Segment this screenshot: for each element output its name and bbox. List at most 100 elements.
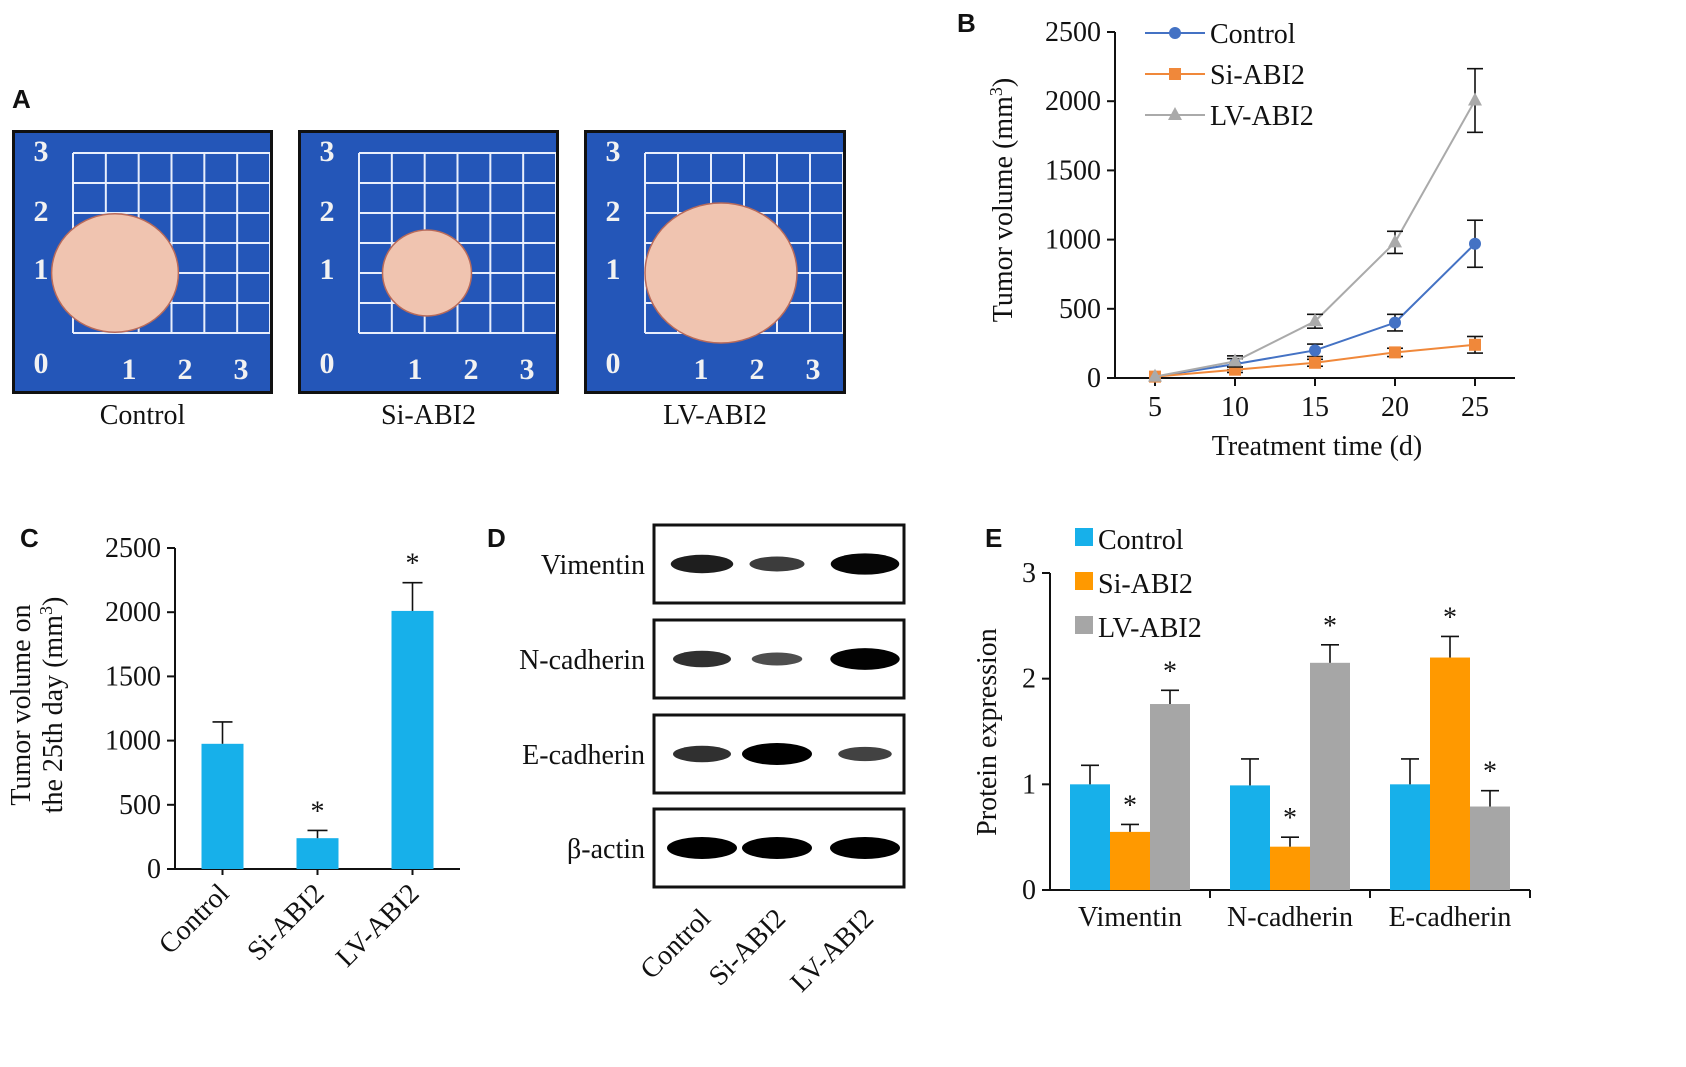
y-tick-label: 3	[1022, 558, 1036, 589]
bar-Control	[1230, 785, 1270, 890]
y-axis-label: the 25th day (mm3)	[36, 597, 69, 814]
ruler-number: 3	[320, 135, 335, 168]
blot-band	[830, 837, 900, 859]
y-tick-label: 2500	[1045, 17, 1101, 48]
x-tick-label: 10	[1221, 392, 1249, 423]
x-tick-label: 5	[1148, 392, 1162, 423]
blot-label: N-cadherin	[519, 645, 645, 676]
data-point	[1469, 338, 1481, 351]
data-point	[1469, 237, 1481, 250]
y-axis-label: Tumor volume on	[6, 604, 37, 805]
blot-label: E-cadherin	[522, 740, 645, 771]
blot-band	[749, 556, 805, 572]
ruler-number: 0	[34, 347, 49, 380]
bar-Si-ABI2	[1270, 846, 1310, 890]
y-tick-label: 0	[147, 854, 161, 885]
panel-label-a: A	[12, 84, 31, 114]
significance-mark: *	[1323, 611, 1337, 642]
blot-label: Vimentin	[541, 550, 645, 581]
ruler-number: 2	[750, 353, 765, 386]
significance-mark: *	[1283, 803, 1297, 834]
y-tick-label: 0	[1022, 875, 1036, 906]
significance-mark: *	[1123, 790, 1137, 821]
data-point	[1228, 353, 1242, 367]
data-point	[1308, 313, 1322, 327]
bar-LV-ABI2	[1150, 704, 1190, 890]
x-tick-label: Si-ABI2	[241, 878, 330, 967]
series-line-LV-ABI2	[1154, 100, 1476, 378]
panel-label-d: D	[487, 523, 506, 553]
bar-LV-ABI2	[1310, 662, 1350, 890]
lane-label: Si-ABI2	[703, 903, 792, 992]
ruler-number: 1	[606, 253, 621, 286]
y-tick-label: 1500	[1045, 155, 1101, 186]
x-axis-label: Treatment time (d)	[1212, 431, 1422, 462]
legend-swatch	[1075, 616, 1093, 634]
y-tick-label: 500	[119, 790, 161, 821]
ruler-number: 3	[520, 353, 535, 386]
legend-label: Si-ABI2	[1098, 569, 1193, 600]
ruler-number: 2	[320, 195, 335, 228]
ruler-number: 2	[464, 353, 479, 386]
legend-swatch	[1075, 572, 1093, 590]
data-point	[1309, 356, 1321, 369]
significance-mark: *	[1443, 602, 1457, 633]
x-tick-label: E-cadherin	[1389, 902, 1512, 933]
y-tick-label: 1000	[1045, 225, 1101, 256]
ruler-number: 2	[606, 195, 621, 228]
legend-swatch	[1075, 528, 1093, 546]
tumor	[381, 229, 473, 317]
bar	[201, 743, 244, 869]
tumor	[50, 213, 180, 333]
x-tick-label: 15	[1301, 392, 1329, 423]
ruler-number: 3	[806, 353, 821, 386]
x-tick-label: Vimentin	[1078, 902, 1182, 933]
blot-band	[667, 837, 737, 859]
significance-mark: *	[1163, 656, 1177, 687]
y-tick-label: 500	[1059, 294, 1101, 325]
x-tick-label: Control	[153, 878, 236, 961]
y-tick-label: 2000	[1045, 86, 1101, 117]
blot-band	[673, 745, 731, 763]
x-tick-label: 25	[1461, 392, 1489, 423]
legend-marker	[1169, 68, 1181, 80]
photo-caption: Si-ABI2	[381, 400, 476, 431]
legend-label: LV-ABI2	[1210, 101, 1314, 132]
y-tick-label: 2000	[105, 597, 161, 628]
ruler-number: 1	[694, 353, 709, 386]
bar-LV-ABI2	[1470, 806, 1510, 890]
data-point	[1148, 368, 1162, 382]
blot-band	[830, 648, 900, 670]
y-tick-label: 1	[1022, 769, 1036, 800]
x-tick-label: 20	[1381, 392, 1409, 423]
legend-label: Control	[1098, 525, 1184, 556]
ruler-number: 1	[408, 353, 423, 386]
y-axis-label: Protein expression	[972, 628, 1003, 836]
photo-caption: LV-ABI2	[663, 400, 767, 431]
bar-Control	[1070, 784, 1110, 890]
blot-band	[838, 746, 892, 762]
ruler-number: 3	[34, 135, 49, 168]
significance-mark: *	[1483, 757, 1497, 788]
photo-caption: Control	[99, 400, 186, 431]
lane-label: LV-ABI2	[785, 903, 880, 998]
blot-band	[742, 743, 812, 765]
blot-band	[742, 837, 812, 859]
legend-marker	[1169, 27, 1181, 39]
ruler-number: 2	[34, 195, 49, 228]
data-point	[1389, 346, 1401, 359]
data-point	[1388, 234, 1402, 248]
y-tick-label: 2	[1022, 664, 1036, 695]
ruler-number: 0	[320, 347, 335, 380]
bar	[391, 610, 434, 869]
bar	[296, 838, 339, 869]
blot-band	[673, 650, 731, 668]
x-tick-label: N-cadherin	[1227, 902, 1353, 933]
panel-label-b: B	[957, 8, 976, 38]
ruler-number: 0	[606, 347, 621, 380]
bar-Control	[1390, 784, 1430, 890]
blot-band	[670, 554, 734, 574]
y-axis-label: Tumor volume (mm3)	[986, 78, 1019, 322]
y-tick-label: 1000	[105, 726, 161, 757]
